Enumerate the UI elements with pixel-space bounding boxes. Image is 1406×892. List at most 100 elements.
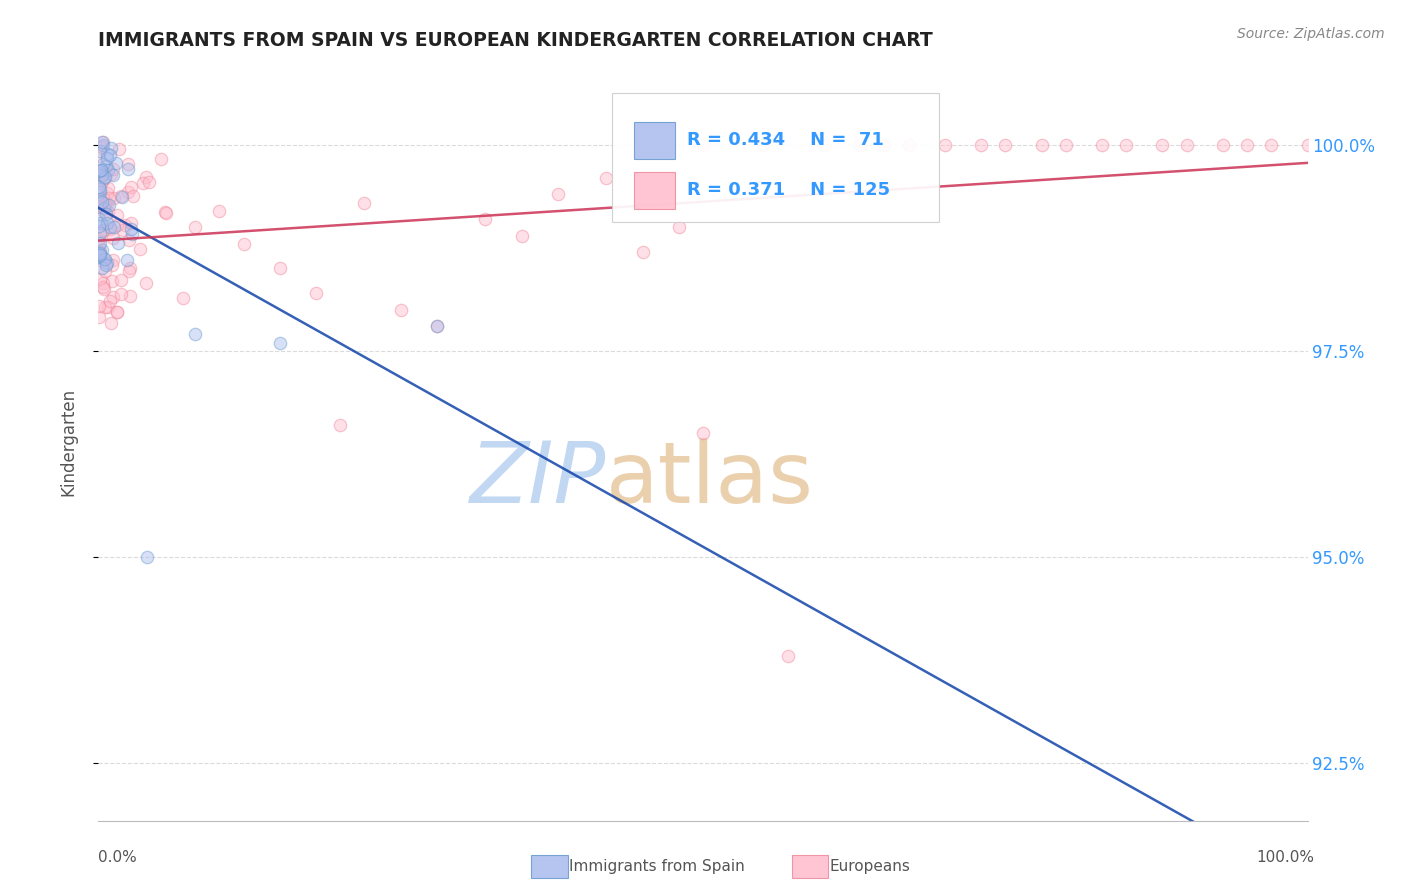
Point [329, 418, 352, 433]
Point [87, 164, 110, 178]
Point [970, 137, 993, 152]
Point [91, 191, 114, 205]
Point [138, 175, 160, 189]
Text: 100.0%: 100.0% [1257, 850, 1315, 865]
Point [117, 162, 139, 177]
Point [87, 211, 110, 226]
Point [94, 252, 117, 266]
Point [87, 246, 110, 260]
Point [97, 181, 120, 195]
Point [117, 157, 139, 171]
Point [208, 203, 231, 218]
Point [110, 273, 132, 287]
Point [107, 142, 129, 156]
Point [94, 197, 117, 211]
Point [91, 276, 114, 290]
Point [93, 252, 115, 266]
Point [97, 198, 120, 212]
Point [96, 186, 118, 200]
Point [752, 137, 775, 152]
Point [90, 140, 112, 154]
Point [118, 264, 141, 278]
Point [1236, 137, 1258, 152]
Point [94, 170, 117, 185]
Point [87, 219, 110, 234]
Point [89, 182, 111, 196]
Point [98, 294, 121, 309]
Point [111, 190, 134, 204]
Point [1115, 137, 1137, 152]
Point [93, 264, 115, 278]
Point [91, 280, 114, 294]
Point [184, 327, 207, 342]
Point [129, 242, 152, 256]
Point [1175, 137, 1198, 152]
Point [89, 238, 111, 252]
Point [122, 188, 145, 202]
FancyBboxPatch shape [634, 121, 675, 159]
Point [269, 335, 291, 350]
Point [104, 155, 127, 169]
Point [813, 137, 835, 152]
Point [89, 185, 111, 199]
Text: ZIP: ZIP [470, 438, 606, 521]
Text: IMMIGRANTS FROM SPAIN VS EUROPEAN KINDERGARTEN CORRELATION CHART: IMMIGRANTS FROM SPAIN VS EUROPEAN KINDER… [98, 30, 934, 50]
Text: atlas: atlas [606, 438, 814, 521]
Point [105, 305, 128, 319]
Point [389, 302, 412, 317]
Point [1091, 137, 1114, 152]
Point [114, 218, 136, 232]
Point [120, 216, 142, 230]
Point [94, 166, 117, 180]
Point [1296, 137, 1319, 152]
Point [105, 218, 128, 232]
Point [96, 300, 118, 314]
Point [103, 190, 125, 204]
Point [90, 163, 112, 178]
Point [96, 216, 118, 230]
Point [89, 226, 111, 240]
Point [107, 236, 129, 251]
Point [94, 159, 117, 173]
Point [934, 137, 956, 152]
Point [89, 236, 111, 251]
Point [117, 185, 139, 199]
Point [90, 260, 112, 275]
Text: R = 0.434    N =  71: R = 0.434 N = 71 [688, 131, 884, 149]
Point [90, 225, 112, 239]
Point [132, 176, 155, 190]
Point [120, 261, 142, 276]
Point [100, 167, 122, 181]
Point [90, 163, 112, 178]
Point [1152, 137, 1174, 152]
Point [184, 220, 207, 235]
Point [96, 147, 118, 161]
Point [426, 319, 449, 334]
Point [91, 194, 114, 209]
Point [89, 192, 111, 206]
Point [93, 171, 115, 186]
Point [90, 177, 112, 191]
Point [91, 157, 114, 171]
Point [91, 223, 114, 237]
Point [98, 221, 121, 235]
Point [91, 137, 114, 152]
Point [103, 219, 125, 234]
Point [100, 141, 122, 155]
Point [305, 286, 328, 301]
Point [595, 170, 617, 185]
Y-axis label: Kindergarten: Kindergarten [59, 387, 77, 496]
Point [96, 256, 118, 270]
Point [105, 208, 128, 222]
Point [89, 253, 111, 268]
Point [897, 137, 920, 152]
Point [510, 228, 533, 243]
Point [97, 162, 120, 177]
Point [120, 221, 142, 235]
Point [135, 276, 157, 290]
Point [87, 232, 110, 246]
Point [90, 244, 112, 258]
Point [115, 253, 138, 268]
Point [353, 195, 375, 210]
Point [87, 250, 110, 264]
